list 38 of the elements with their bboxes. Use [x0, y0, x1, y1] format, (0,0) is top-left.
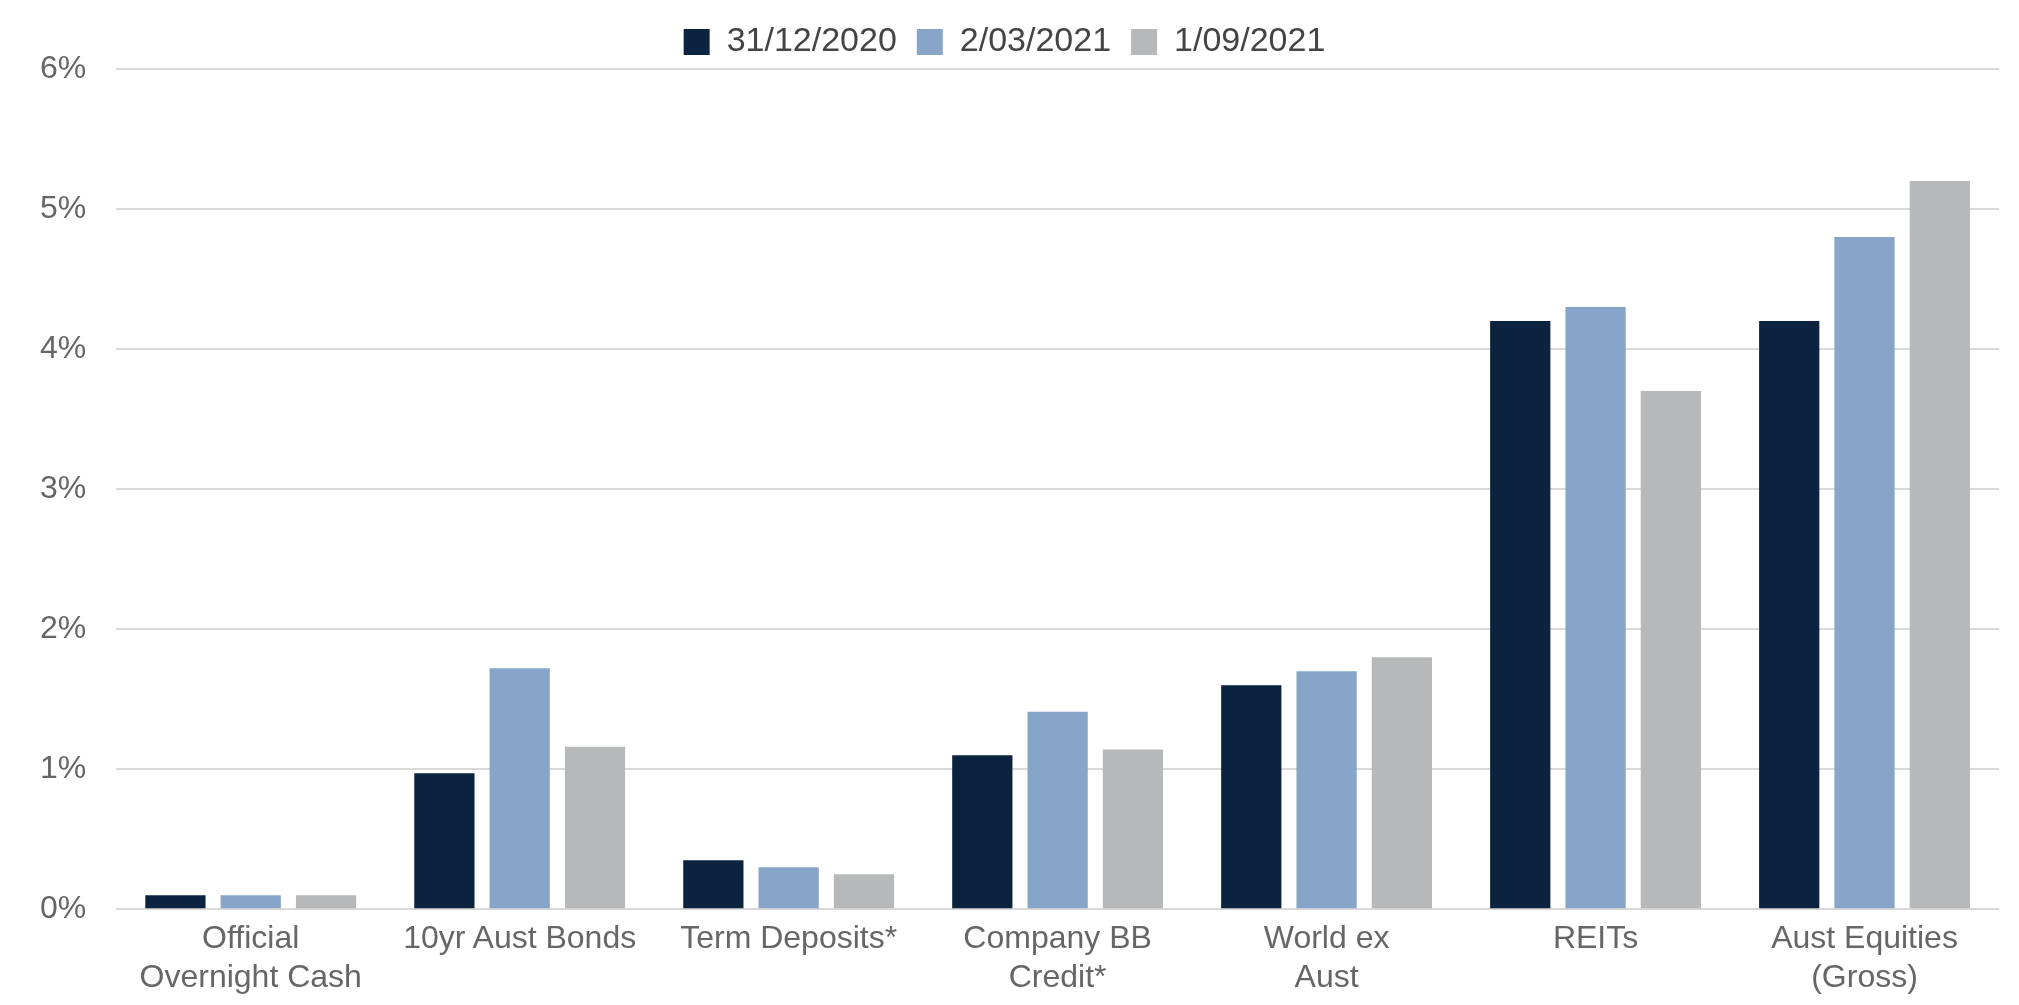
bar [952, 755, 1013, 909]
bar [1296, 671, 1357, 909]
bar [564, 746, 626, 909]
bar [489, 668, 550, 909]
y-tick-label: 4% [40, 328, 87, 365]
x-tick-label: World ex Aust [1263, 919, 1390, 994]
bar [1565, 307, 1626, 909]
x-tick-label: 10yr Aust Bonds [403, 919, 637, 956]
bar [833, 874, 895, 909]
bar [414, 773, 475, 909]
bar [1221, 685, 1282, 909]
y-tick-label: 2% [40, 608, 87, 645]
bar [1909, 181, 1970, 909]
x-tick-label: Company BB Credit* [963, 919, 1152, 994]
bar [145, 895, 206, 909]
x-tick-label: Aust Equities (Gross) [1771, 919, 1958, 994]
y-tick-label: 3% [40, 468, 87, 505]
bar [758, 867, 819, 909]
bar [683, 860, 744, 909]
bar [1640, 391, 1701, 909]
x-tick-label: REITs [1552, 919, 1639, 956]
legend-label: 2/03/2021 [959, 20, 1112, 59]
x-tick-label: Term Deposits* [680, 919, 898, 956]
y-tick-label: 0% [40, 889, 87, 926]
bar [1027, 711, 1088, 909]
legend-label: 31/12/2020 [726, 20, 897, 59]
bar [1834, 237, 1895, 909]
y-tick-label: 5% [40, 188, 87, 225]
bar [1490, 321, 1551, 909]
legend-label: 1/09/2021 [1174, 20, 1326, 59]
bar [1759, 321, 1820, 909]
bar [1102, 749, 1164, 909]
y-tick-label: 6% [40, 48, 87, 85]
bar [1371, 657, 1433, 909]
bar [220, 895, 281, 909]
y-tick-label: 1% [40, 748, 87, 785]
bar [295, 895, 357, 909]
x-tick-label: Official Overnight Cash [139, 919, 362, 994]
